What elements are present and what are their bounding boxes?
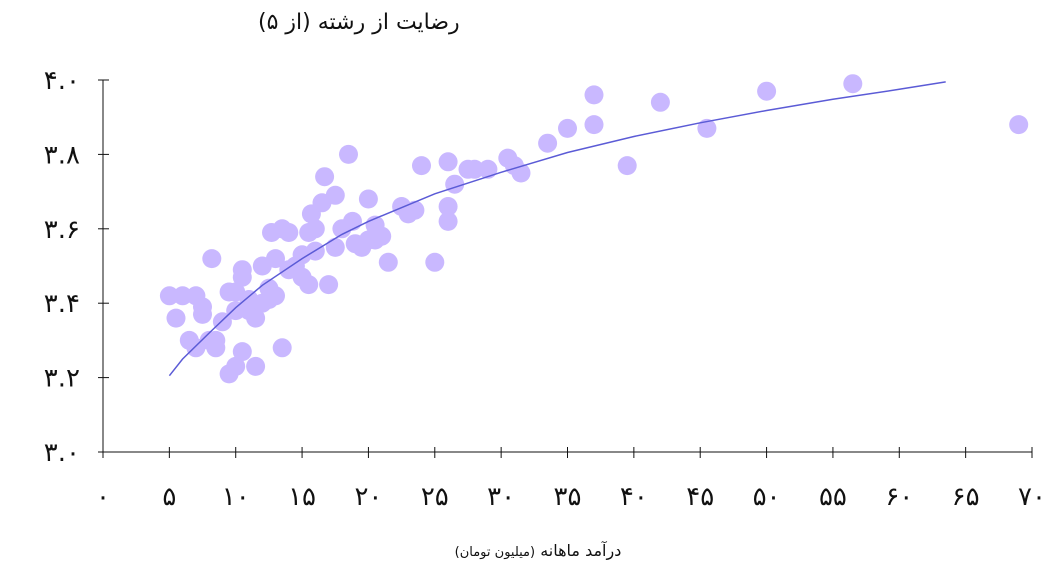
data-point-0 bbox=[159, 286, 179, 306]
data-point-83 bbox=[757, 81, 777, 101]
data-point-66 bbox=[438, 152, 458, 172]
data-point-18 bbox=[232, 342, 252, 362]
data-point-9 bbox=[202, 249, 222, 269]
data-point-51 bbox=[343, 211, 362, 231]
data-point-69 bbox=[445, 174, 465, 194]
data-point-39 bbox=[299, 275, 319, 295]
data-point-82 bbox=[697, 118, 717, 138]
data-point-50 bbox=[339, 144, 358, 164]
data-point-77 bbox=[558, 118, 577, 138]
data-point-31 bbox=[266, 286, 285, 306]
y-tick-label-2: ۳.۴ bbox=[44, 289, 80, 319]
data-point-85 bbox=[1009, 115, 1029, 135]
data-point-33 bbox=[272, 338, 292, 358]
data-point-60 bbox=[378, 252, 398, 272]
data-point-11 bbox=[206, 338, 226, 358]
x-tick-label-7: ۳۵ bbox=[554, 482, 582, 512]
x-tick-label-1: ۵ bbox=[162, 482, 176, 512]
x-tick-label-2: ۱۰ bbox=[222, 482, 250, 512]
y-tick-label-4: ۳.۸ bbox=[44, 140, 80, 170]
x-tick-label-8: ۴۰ bbox=[620, 482, 648, 512]
data-point-71 bbox=[465, 159, 485, 179]
data-point-80 bbox=[617, 156, 637, 176]
data-point-1 bbox=[166, 308, 186, 328]
points-layer bbox=[159, 74, 1029, 384]
data-point-34 bbox=[279, 223, 299, 242]
data-point-2 bbox=[173, 286, 193, 306]
x-tick-label-0: ۰ bbox=[96, 482, 110, 512]
x-ticks: ۰ ۵ ۱۰ ۱۵ ۲۰ ۲۵ ۳۰ ۳۵ ۴۰ ۴۵ ۵۰ ۵۵ ۶۰ ۶۵ ۷۰ bbox=[96, 447, 1046, 512]
y-ticks: ۳.۰ ۳.۲ ۳.۴ ۳.۶ ۳.۸ ۴.۰ bbox=[44, 66, 109, 468]
x-tick-label-12: ۶۰ bbox=[885, 482, 913, 512]
data-point-68 bbox=[438, 197, 458, 216]
x-axis-title-unit: (میلیون تومان) bbox=[455, 545, 535, 560]
data-point-64 bbox=[412, 156, 431, 176]
data-point-45 bbox=[315, 167, 335, 187]
data-point-65 bbox=[425, 252, 445, 272]
data-point-84 bbox=[843, 74, 863, 94]
x-axis-title-main: درآمد ماهانه bbox=[540, 541, 621, 561]
data-point-67 bbox=[438, 211, 458, 231]
data-point-72 bbox=[478, 159, 498, 179]
data-point-7 bbox=[193, 297, 212, 317]
x-tick-label-10: ۵۰ bbox=[753, 482, 781, 512]
data-point-17 bbox=[226, 301, 246, 321]
y-tick-label-0: ۳.۰ bbox=[44, 438, 80, 468]
data-point-78 bbox=[584, 115, 604, 135]
x-tick-label-6: ۳۰ bbox=[487, 482, 515, 512]
data-point-48 bbox=[325, 237, 345, 257]
data-point-46 bbox=[319, 275, 339, 295]
y-axis-title: رضایت از رشته (از ۵) bbox=[258, 10, 460, 35]
data-point-63 bbox=[405, 200, 425, 220]
x-tick-label-9: ۴۵ bbox=[686, 482, 714, 512]
x-tick-label-14: ۷۰ bbox=[1018, 482, 1046, 512]
x-tick-label-11: ۵۵ bbox=[819, 482, 847, 512]
y-tick-label-3: ۳.۶ bbox=[44, 215, 80, 245]
data-point-30 bbox=[266, 249, 285, 269]
data-point-20 bbox=[232, 267, 252, 287]
data-point-55 bbox=[358, 189, 378, 209]
x-tick-label-3: ۱۵ bbox=[288, 482, 316, 512]
data-point-12 bbox=[212, 312, 232, 332]
data-point-76 bbox=[538, 133, 558, 153]
data-point-47 bbox=[325, 185, 345, 205]
x-tick-label-13: ۶۵ bbox=[952, 482, 980, 512]
x-tick-label-5: ۲۵ bbox=[421, 482, 449, 512]
y-tick-label-5: ۴.۰ bbox=[44, 66, 80, 96]
data-point-43 bbox=[305, 219, 325, 239]
data-point-59 bbox=[372, 226, 392, 246]
data-point-81 bbox=[650, 92, 670, 112]
data-point-24 bbox=[246, 308, 266, 328]
data-point-15 bbox=[226, 356, 246, 376]
trend-line bbox=[168, 81, 946, 377]
y-tick-label-1: ۳.۲ bbox=[44, 364, 80, 394]
data-point-79 bbox=[584, 85, 604, 105]
x-tick-label-4: ۲۰ bbox=[354, 482, 382, 512]
data-point-23 bbox=[246, 356, 266, 376]
x-axis-title: درآمد ماهانه (میلیون تومان) bbox=[455, 541, 622, 561]
